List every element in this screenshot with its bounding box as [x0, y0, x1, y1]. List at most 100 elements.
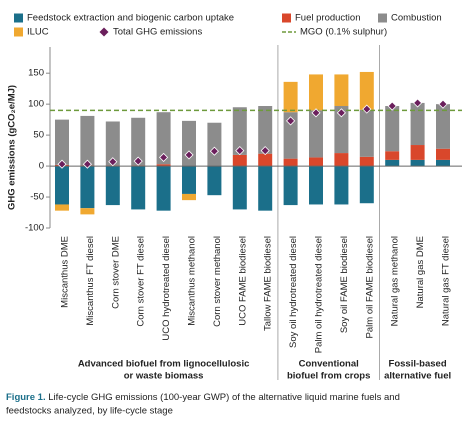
bar-segment: [334, 74, 349, 107]
x-tick-label: Miscanthus DME: [60, 236, 71, 308]
bar-segment: [156, 164, 171, 167]
x-tick-label: Palm oil FAME biodiesel: [364, 236, 375, 338]
bar-segment: [309, 166, 323, 205]
legend-label: Combustion: [391, 13, 442, 24]
y-axis-label: GHG emissions (gCO₂e/MJ): [7, 85, 18, 210]
bar-segment: [55, 119, 69, 165]
bar-segment: [436, 104, 450, 149]
y-tick-label: -50: [30, 192, 44, 203]
bar-segment: [309, 110, 323, 158]
legend-label: Fuel production: [295, 13, 360, 24]
bar-segment: [131, 117, 146, 166]
caption: Figure 1. Life-cycle GHG emissions (100-…: [6, 392, 400, 403]
bar-segment: [385, 151, 400, 160]
x-tick-label: Miscanthus FT diesel: [85, 236, 96, 326]
legend-label: MGO (0.1% sulphur): [300, 27, 387, 38]
legend-swatch: [14, 13, 23, 23]
bar-segment: [283, 166, 298, 206]
total-marker: [82, 159, 92, 169]
bar-segment: [436, 159, 450, 167]
bar-segment: [258, 153, 273, 167]
bar-segment: [80, 208, 95, 215]
bar-segment: [309, 157, 323, 167]
total-marker: [235, 146, 245, 156]
bar-segment: [232, 107, 247, 155]
bar-segment: [334, 153, 349, 167]
x-tick-label: Soy oil hydrotreated diesel: [288, 236, 299, 348]
total-marker: [209, 146, 219, 156]
caption-text: Life-cycle GHG emissions (100-year GWP) …: [46, 392, 400, 403]
bar-segment: [334, 166, 349, 205]
bar-segment: [232, 166, 247, 210]
x-tick-label: UCO hydrotreated diesel: [161, 236, 172, 341]
total-marker: [362, 104, 372, 114]
bar-segment: [207, 166, 222, 196]
legend-label: ILUC: [27, 27, 49, 38]
bar-segment: [410, 145, 425, 160]
caption-label: Figure 1.: [6, 392, 46, 403]
total-marker: [311, 108, 321, 118]
group-label: or waste biomass: [124, 371, 204, 382]
legend-swatch: [378, 13, 387, 23]
y-tick-label: 100: [28, 99, 44, 110]
x-tick-label: Palm oil hydrotreated diesel: [314, 236, 325, 353]
bar-segment: [156, 166, 171, 211]
y-tick-label: 50: [33, 130, 44, 141]
total-marker: [159, 152, 169, 162]
bar-segment: [105, 166, 120, 206]
bar-segment: [55, 204, 69, 211]
total-marker: [387, 101, 397, 111]
legend-label: Feedstock extraction and biogenic carbon…: [27, 13, 234, 24]
x-tick-label: Corn stover FT diesel: [136, 236, 147, 327]
legend-label: Total GHG emissions: [113, 27, 202, 38]
bar-segment: [283, 158, 298, 167]
bar-segment: [436, 148, 450, 160]
total-marker: [286, 116, 296, 126]
total-marker: [133, 156, 143, 166]
bar-segment: [232, 154, 247, 167]
bar-segment: [283, 112, 298, 159]
caption: feedstocks analyzed, by life-cycle stage: [6, 406, 173, 417]
x-tick-label: Corn stover methanol: [212, 236, 223, 327]
bar-segment: [80, 166, 95, 209]
bar-segment: [359, 156, 374, 167]
bar-segment: [359, 166, 374, 204]
bar-segment: [131, 166, 146, 210]
bar-segment: [309, 74, 323, 111]
total-marker: [438, 99, 448, 109]
bar-segment: [156, 112, 171, 165]
bar-segment: [258, 106, 273, 154]
bar-segment: [182, 166, 196, 194]
bar-segment: [385, 106, 400, 152]
x-tick-label: Miscanthus methanol: [187, 236, 198, 326]
group-label: Fossil-based: [389, 359, 447, 370]
x-tick-label: Natural gas FT diesel: [441, 236, 452, 326]
bar-segment: [182, 193, 196, 201]
bar-segment: [283, 81, 298, 113]
bar-segment: [258, 166, 273, 211]
bar-segment: [410, 102, 425, 146]
group-label: Advanced biofuel from lignocellulosic: [78, 359, 250, 370]
bar-segment: [105, 121, 120, 166]
legend-swatch: [282, 13, 291, 23]
total-marker: [57, 159, 67, 169]
y-tick-label: 0: [39, 161, 44, 172]
x-tick-label: Natural gas DME: [415, 236, 426, 308]
bar-segment: [359, 71, 374, 110]
total-marker: [260, 146, 270, 156]
bar-segment: [80, 115, 95, 166]
x-tick-label: Natural gas methanol: [390, 236, 401, 326]
bar-segment: [410, 159, 425, 167]
bar-segment: [207, 122, 222, 167]
legend-swatch: [14, 27, 23, 37]
x-tick-label: Corn stover DME: [110, 236, 121, 309]
total-marker: [413, 98, 423, 108]
total-marker: [336, 108, 346, 118]
x-tick-label: Soy oil FAME biodiesel: [339, 236, 350, 333]
bar-segment: [385, 159, 400, 167]
x-tick-label: Tallow FAME biodiesel: [263, 236, 274, 331]
bar-segment: [55, 166, 69, 205]
bar-segment: [334, 106, 349, 154]
bar-segment: [359, 109, 374, 157]
x-tick-label: UCO FAME biodiesel: [237, 236, 248, 326]
